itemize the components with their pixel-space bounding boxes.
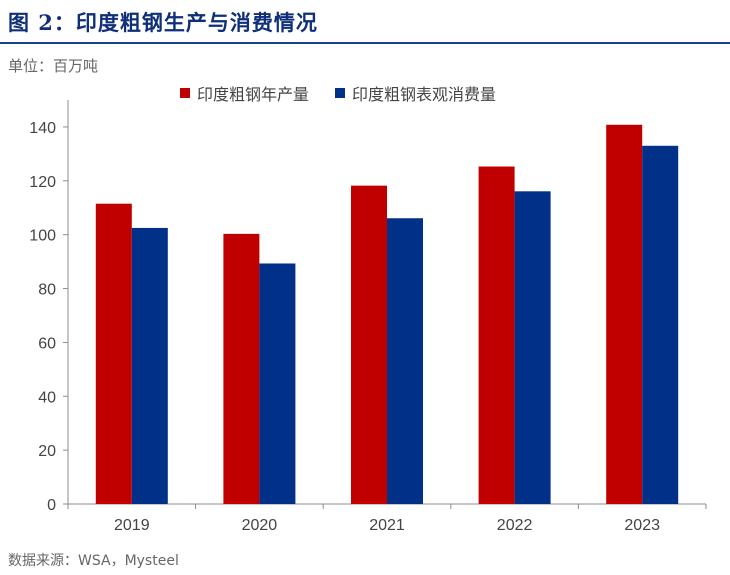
legend-item-production: 印度粗钢年产量 [180, 81, 309, 105]
source-note: 数据来源：WSA，Mysteel [8, 553, 179, 569]
y-tick-label: 20 [38, 443, 56, 460]
chart-legend: 印度粗钢年产量 印度粗钢表观消费量 [180, 81, 522, 105]
bar-production-2021 [351, 185, 387, 504]
x-tick-label: 2020 [242, 517, 278, 534]
title-divider [0, 42, 730, 44]
y-tick-label: 100 [29, 228, 56, 245]
bar-production-2022 [478, 166, 515, 504]
y-tick-label: 60 [38, 335, 56, 352]
bar-production-2019 [95, 203, 132, 504]
figure-title: 图 2：印度粗钢生产与消费情况 [8, 10, 318, 35]
x-tick-label: 2021 [369, 517, 405, 534]
bar-consumption-2020 [259, 263, 296, 504]
legend-label-consumption: 印度粗钢表观消费量 [352, 85, 497, 104]
bar-consumption-2023 [642, 145, 679, 504]
bar-consumption-2021 [387, 218, 423, 504]
legend-swatch-production [180, 88, 190, 98]
y-tick-label: 120 [29, 174, 56, 191]
unit-label: 单位：百万吨 [8, 57, 99, 75]
y-tick-label: 0 [47, 497, 56, 514]
bar-production-2020 [223, 233, 260, 504]
x-tick-label: 2023 [624, 517, 660, 534]
y-tick-label: 140 [29, 120, 56, 137]
x-tick-label: 2019 [114, 517, 150, 534]
legend-swatch-consumption [335, 88, 346, 98]
x-tick-label: 2022 [497, 517, 533, 534]
bar-consumption-2022 [514, 191, 551, 504]
legend-item-consumption: 印度粗钢表观消费量 [335, 81, 496, 105]
bar-production-2023 [606, 124, 643, 505]
legend-label-production: 印度粗钢年产量 [197, 85, 310, 104]
bar-consumption-2019 [131, 227, 168, 504]
y-tick-label: 80 [38, 282, 56, 299]
y-tick-label: 40 [38, 389, 56, 406]
